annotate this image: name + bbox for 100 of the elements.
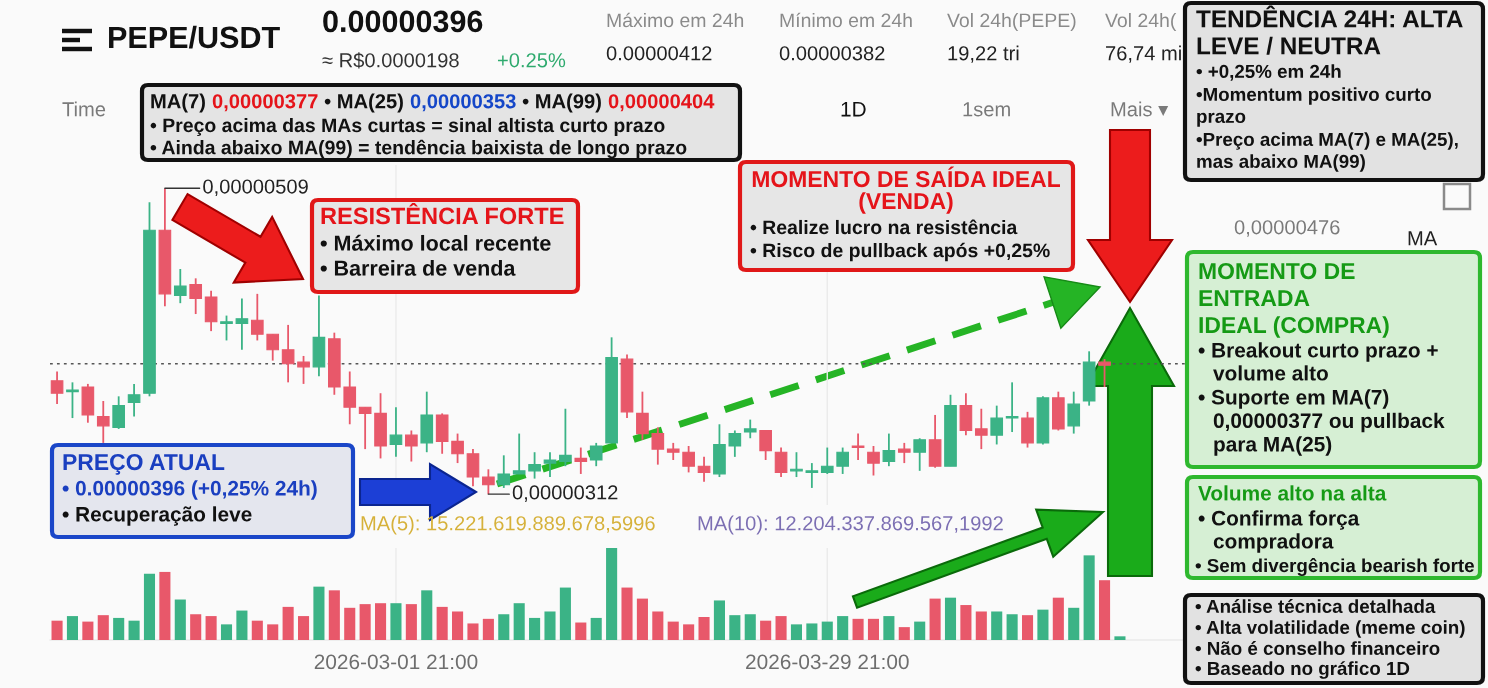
annotation: • Confirma força compradora [1198,510,1360,553]
bar [590,617,602,640]
bar [975,611,987,640]
candlestick [266,333,280,362]
candlestick [389,406,403,458]
candlestick [574,446,588,475]
candlestick [482,468,495,496]
candlestick [990,404,1004,446]
candlestick [1005,381,1019,433]
bar [344,607,356,640]
text: • Ainda abaixo MA(99) = tendência baixista de longo prazo [150,139,687,159]
annotation: MOMENTO DE SAÍDA IDEAL (VENDA) [752,166,1060,214]
annotation: • Realize lucro na resistência [750,219,1018,235]
bar [205,616,217,640]
bar [190,614,202,640]
bar [898,627,910,640]
candlestick [897,441,911,464]
bar [529,617,541,640]
text: • +0,25% em 24h [1196,64,1341,81]
bar [667,621,679,640]
candlestick [451,432,464,464]
text: Vol 24h( [1105,12,1177,32]
text: • Recuperação leve [62,506,252,526]
text: 76,74 mi [1106,45,1181,63]
text: 0,00000377 [212,94,318,112]
candlestick [697,455,711,483]
bar [482,618,494,640]
annotation: 0,00000509 [203,179,308,197]
bar [790,624,803,640]
annotation: • Alta volatilidade (meme coin) [1195,620,1465,638]
annotation: • Risco de pullback após +0,25% [750,242,1050,262]
bar [1052,597,1064,640]
bar [97,615,109,640]
candlestick [820,446,834,475]
candlestick [913,437,927,472]
bar [467,623,479,640]
candlestick [774,446,788,478]
bar [359,604,371,640]
bar [328,590,340,640]
bar [652,611,664,640]
text: Mínimo em 24h [780,12,912,28]
candlestick [1098,358,1111,388]
candlestick [836,446,850,475]
text: 0,00000404 [608,94,715,112]
bar [236,610,248,640]
bar [313,586,325,640]
candlestick [882,432,896,468]
bar [713,600,725,640]
x-tick-label: 2026-03-01 21:00 [314,654,478,670]
candlestick [405,429,418,463]
candlestick [543,451,557,478]
candlestick [50,370,64,405]
text: • MA(99) [522,93,601,113]
bar [1114,636,1126,640]
bar [806,623,818,640]
candlestick [589,441,603,468]
bar [1099,580,1111,640]
text: • Preço acima das MAs curtas = sinal altista curto prazo [150,117,665,137]
candlestick [1067,390,1081,435]
bar [837,616,849,640]
bar [852,618,864,640]
candlestick [358,406,372,451]
candlestick [235,297,249,351]
text: ≈ R$0.0000198 [322,52,459,69]
text: 1D [841,102,866,117]
bar [683,624,695,640]
bar [421,590,433,640]
bar [251,620,263,640]
text: • MA(25) [324,93,403,113]
annotation: • Suporte em MA(7) 0,00000377 ou pullback para MA(25) [1198,389,1445,456]
annotation: • Barreira de venda [320,259,516,276]
bar [606,548,618,640]
text: 0.00000396 [323,10,483,33]
candlestick [281,324,295,384]
candlestick [512,432,526,475]
candlestick [173,268,187,305]
text: MA(7) [151,93,205,113]
bar [1068,607,1080,640]
annotation: • 0.00000396 (+0,25% 24h) [62,480,317,500]
candlestick [189,277,203,315]
candlestick [805,462,819,489]
candlestick [528,451,541,480]
candlestick [743,418,757,440]
text: MA(5): 15.221.619.889.678,5996 [361,515,655,535]
text: 0.00000412 [606,46,712,61]
bar [267,624,279,640]
candlestick [759,429,772,461]
candlestick [466,448,480,488]
bar [159,571,171,640]
bar [960,605,972,640]
bar [220,624,233,640]
bar [1021,615,1034,640]
text: Vol 24h(PEPE) [947,12,1076,32]
bar [575,622,587,640]
text: 0.00000382 [779,46,885,61]
bar [821,621,833,640]
bar [1006,614,1018,640]
text: •Momentum positivo curto prazo [1196,87,1431,127]
annotation: Volume alto na alta [1198,485,1387,501]
bar [883,616,895,640]
